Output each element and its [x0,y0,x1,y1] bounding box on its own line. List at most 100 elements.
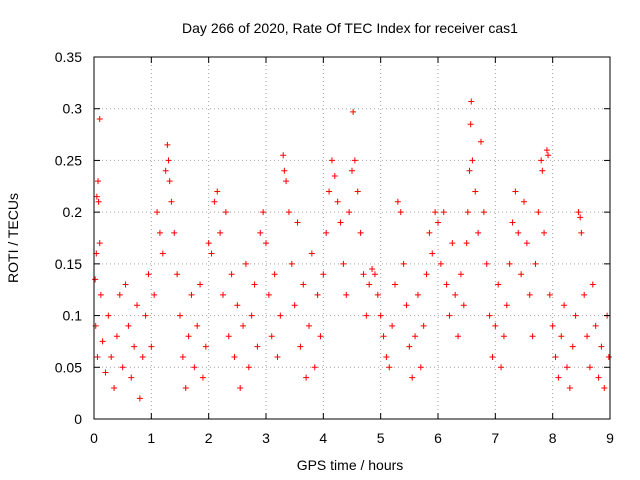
grid-layer [94,57,610,419]
data-point [601,384,608,391]
data-point [500,333,507,340]
data-point [480,209,487,216]
data-point [469,157,476,164]
x-tick-label: 7 [491,430,499,446]
data-point [95,198,102,205]
data-point [478,138,484,145]
data-point [371,271,378,278]
data-point [311,364,318,371]
data-point [99,338,106,345]
data-point [96,116,103,123]
data-point [136,395,143,402]
data-point [285,209,292,216]
data-point [394,198,401,205]
data-point [234,302,241,309]
data-point [182,384,189,391]
data-point [291,302,298,309]
data-point [437,260,444,267]
data-point [119,364,126,371]
data-point [240,322,247,329]
data-point [464,209,471,216]
data-point [423,271,430,278]
data-point [486,312,493,319]
data-point [145,271,152,278]
data-point [237,384,244,391]
data-point [389,322,396,329]
y-tick-label: 0.25 [55,152,82,168]
data-point [552,353,559,360]
data-point [581,291,588,298]
data-point [518,271,525,278]
data-point [225,333,232,340]
y-axis-label: ROTI / TECUs [5,193,21,283]
data-point [457,271,464,278]
data-point [328,157,335,164]
data-point [357,229,364,236]
data-point [586,364,593,371]
data-point [452,291,459,298]
data-point [363,312,370,319]
data-point [303,374,310,381]
data-point [495,281,502,288]
data-point [564,364,570,371]
data-point [142,312,149,319]
data-point [265,291,272,298]
chart-title: Day 266 of 2020, Rate Of TEC Index for r… [182,20,518,36]
axis-ticks: 0 1 2 3 4 5 6 7 8 9 0 0.05 0.1 0.15 0.2 0.25 0.3 0.35 [55,49,614,446]
data-point [409,374,416,381]
data-point [254,343,261,350]
data-point [242,260,249,267]
data-point [297,343,304,350]
data-point [572,312,579,319]
data-point [111,384,118,391]
data-point [222,209,229,216]
x-tick-label: 0 [90,430,98,446]
data-point [429,250,436,257]
data-point [440,209,447,216]
data-point [294,219,301,226]
data-point [346,209,353,216]
data-point [351,157,358,164]
data-point [555,374,562,381]
data-points [92,98,612,402]
x-tick-label: 9 [606,430,614,446]
data-point [185,333,192,340]
data-point [432,209,439,216]
data-point [102,369,109,376]
data-point [251,281,258,288]
data-point [134,302,140,309]
data-point [558,333,565,340]
data-point [131,343,138,350]
data-point [489,353,496,360]
data-point [194,322,201,329]
data-point [95,178,102,185]
data-point [205,240,212,247]
data-point [584,333,591,340]
data-point [105,312,112,319]
data-point [274,353,281,360]
data-point [400,260,407,267]
data-point [174,271,181,278]
y-tick-label: 0.2 [63,204,83,220]
data-point [374,291,381,298]
data-point [377,312,384,319]
data-point [386,364,393,371]
data-point [498,364,505,371]
x-tick-label: 1 [147,430,155,446]
data-point [543,147,550,154]
data-point [288,260,295,267]
data-point [139,353,146,360]
data-point [541,229,548,236]
data-point [366,281,373,288]
data-point [512,188,519,195]
data-point [595,374,602,381]
data-point [263,240,269,247]
x-tick-label: 2 [205,430,213,446]
data-point [334,198,341,205]
data-point [460,302,467,309]
data-point [314,291,321,298]
data-point [414,291,421,298]
data-point [526,291,533,298]
data-point [231,353,238,360]
data-point [343,291,350,298]
